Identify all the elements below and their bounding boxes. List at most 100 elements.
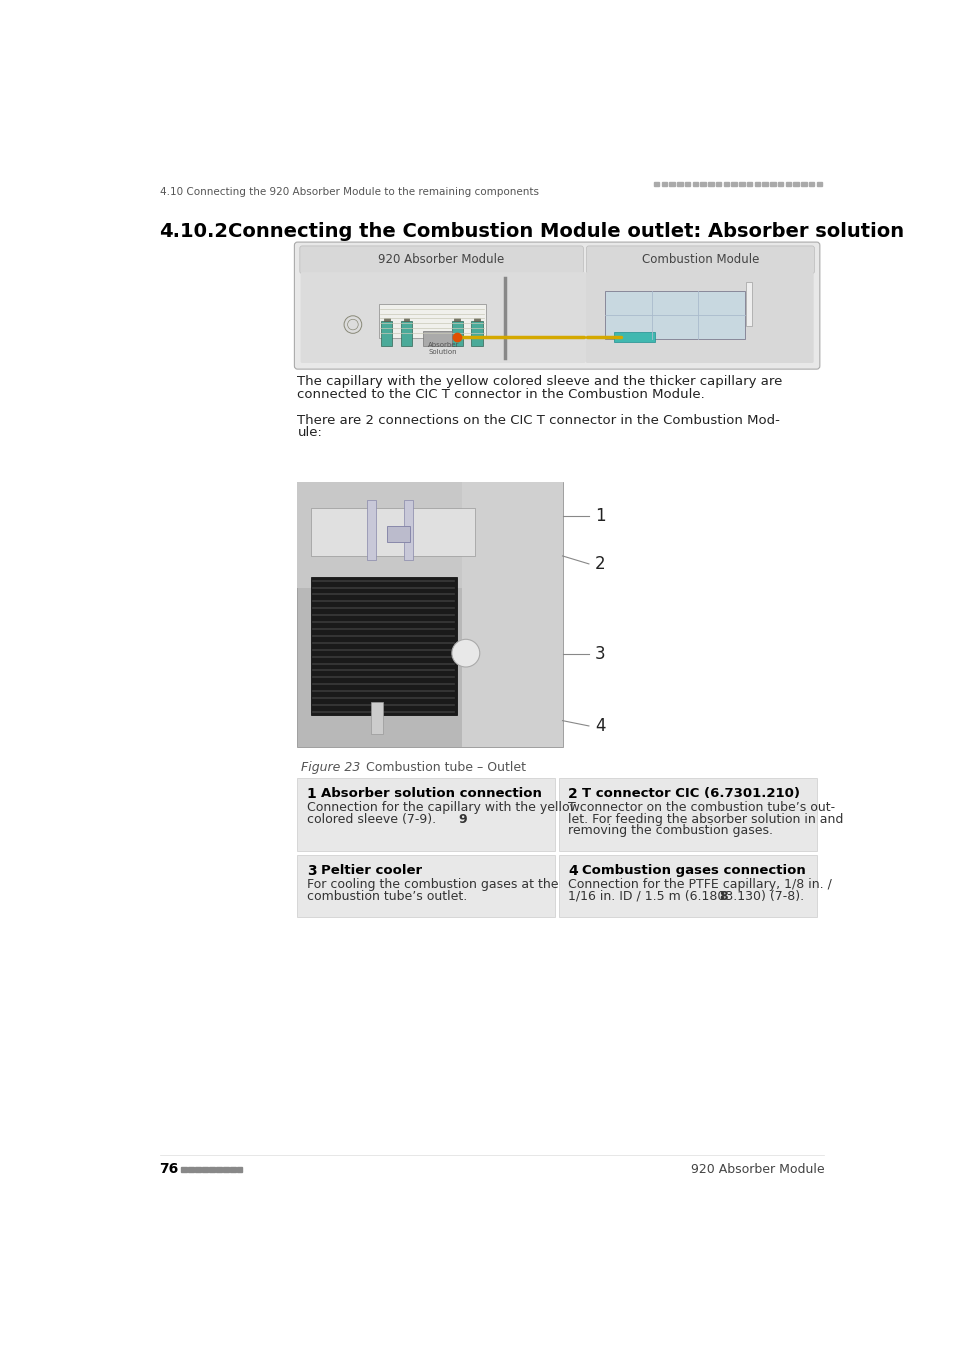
Text: 3: 3 — [307, 864, 316, 879]
Text: let. For feeding the absorber solution in and: let. For feeding the absorber solution i… — [568, 813, 842, 826]
Text: Combustion Module: Combustion Module — [641, 254, 759, 266]
Text: There are 2 connections on the CIC T connector in the Combustion Mod-: There are 2 connections on the CIC T con… — [297, 414, 780, 427]
Bar — [400, 321, 412, 346]
Text: removing the combustion gases.: removing the combustion gases. — [568, 825, 773, 837]
FancyBboxPatch shape — [586, 246, 814, 274]
Bar — [761, 182, 767, 186]
Text: Absorber
Solution: Absorber Solution — [427, 343, 458, 355]
Text: 920 Absorber Module: 920 Absorber Module — [378, 254, 504, 266]
Bar — [378, 304, 485, 338]
Bar — [707, 182, 713, 186]
Bar — [745, 282, 752, 327]
Text: 8: 8 — [719, 890, 727, 903]
Text: Peltier cooler: Peltier cooler — [320, 864, 421, 878]
Circle shape — [452, 640, 479, 667]
Bar — [471, 321, 482, 346]
Bar — [297, 482, 562, 587]
Bar — [461, 482, 562, 747]
Bar — [403, 319, 409, 321]
Bar — [188, 1166, 193, 1172]
Text: T connector on the combustion tube’s out-: T connector on the combustion tube’s out… — [568, 801, 835, 814]
Bar — [454, 319, 459, 321]
Text: For cooling the combustion gases at the: For cooling the combustion gases at the — [307, 878, 558, 891]
Bar — [380, 321, 392, 346]
Bar — [669, 182, 674, 186]
Bar — [604, 292, 744, 339]
Bar — [816, 182, 821, 186]
Bar — [223, 1166, 229, 1172]
Bar — [684, 182, 690, 186]
Text: 3: 3 — [595, 645, 605, 663]
Bar — [383, 319, 389, 321]
Bar — [692, 182, 698, 186]
Bar — [371, 702, 383, 734]
Text: Combustion tube – Outlet: Combustion tube – Outlet — [350, 761, 526, 774]
Text: Connecting the Combustion Module outlet: Absorber solution: Connecting the Combustion Module outlet:… — [228, 221, 902, 242]
Text: 2: 2 — [568, 787, 578, 802]
Bar — [778, 182, 782, 186]
Bar — [297, 482, 562, 747]
FancyBboxPatch shape — [585, 273, 813, 363]
Bar — [739, 182, 744, 186]
Bar — [181, 1166, 187, 1172]
Text: Absorber solution connection: Absorber solution connection — [320, 787, 541, 801]
Text: 76: 76 — [159, 1162, 178, 1176]
Text: 2: 2 — [595, 555, 605, 572]
Text: connected to the CIC T connector in the Combustion Module.: connected to the CIC T connector in the … — [297, 387, 704, 401]
Bar — [311, 508, 475, 556]
Bar — [700, 182, 705, 186]
Bar — [558, 855, 816, 917]
Bar — [230, 1166, 235, 1172]
Bar — [731, 182, 736, 186]
Bar — [723, 182, 728, 186]
Bar — [474, 319, 479, 321]
Bar — [558, 778, 816, 850]
Bar — [311, 578, 456, 716]
Bar — [404, 501, 413, 560]
Text: colored sleeve (7-9).: colored sleeve (7-9). — [307, 813, 436, 826]
Bar — [661, 182, 666, 186]
Bar — [746, 182, 752, 186]
Text: ule:: ule: — [297, 427, 322, 439]
Bar — [654, 182, 659, 186]
Text: Connection for the capillary with the yellow: Connection for the capillary with the ye… — [307, 801, 579, 814]
Text: Combustion gases connection: Combustion gases connection — [581, 864, 805, 878]
Bar — [423, 331, 451, 346]
Text: T connector CIC (6.7301.210): T connector CIC (6.7301.210) — [581, 787, 800, 801]
Text: 1/16 in. ID / 1.5 m (6.1803.130) (7-8).: 1/16 in. ID / 1.5 m (6.1803.130) (7-8). — [568, 890, 803, 903]
Bar — [386, 526, 410, 541]
Text: Figure 23: Figure 23 — [301, 761, 360, 774]
Bar — [677, 182, 682, 186]
Bar — [754, 182, 760, 186]
Text: The capillary with the yellow colored sleeve and the thicker capillary are: The capillary with the yellow colored sl… — [297, 375, 782, 389]
Text: combustion tube’s outlet.: combustion tube’s outlet. — [307, 890, 467, 903]
Bar — [716, 182, 720, 186]
Bar — [801, 182, 806, 186]
Text: 1: 1 — [595, 508, 605, 525]
Text: 4.10.2: 4.10.2 — [159, 221, 229, 242]
Bar — [297, 778, 555, 850]
Bar — [793, 182, 798, 186]
FancyBboxPatch shape — [294, 242, 819, 369]
FancyBboxPatch shape — [299, 246, 582, 274]
Text: 4: 4 — [595, 717, 605, 734]
Bar — [209, 1166, 214, 1172]
Bar — [808, 182, 814, 186]
Bar — [202, 1166, 208, 1172]
Text: 4: 4 — [568, 864, 578, 879]
Bar — [297, 855, 555, 917]
FancyBboxPatch shape — [300, 273, 585, 363]
Bar — [614, 332, 654, 342]
Text: 9: 9 — [457, 813, 466, 826]
Bar — [195, 1166, 200, 1172]
Text: Connection for the PTFE capillary, 1/8 in. /: Connection for the PTFE capillary, 1/8 i… — [568, 878, 831, 891]
Text: 1: 1 — [307, 787, 316, 802]
Bar — [785, 182, 790, 186]
Bar — [769, 182, 775, 186]
Bar — [451, 321, 462, 346]
Bar — [216, 1166, 221, 1172]
Bar — [367, 501, 376, 560]
Bar — [236, 1166, 242, 1172]
Text: 4.10 Connecting the 920 Absorber Module to the remaining components: 4.10 Connecting the 920 Absorber Module … — [159, 186, 538, 197]
Text: 920 Absorber Module: 920 Absorber Module — [690, 1162, 823, 1176]
